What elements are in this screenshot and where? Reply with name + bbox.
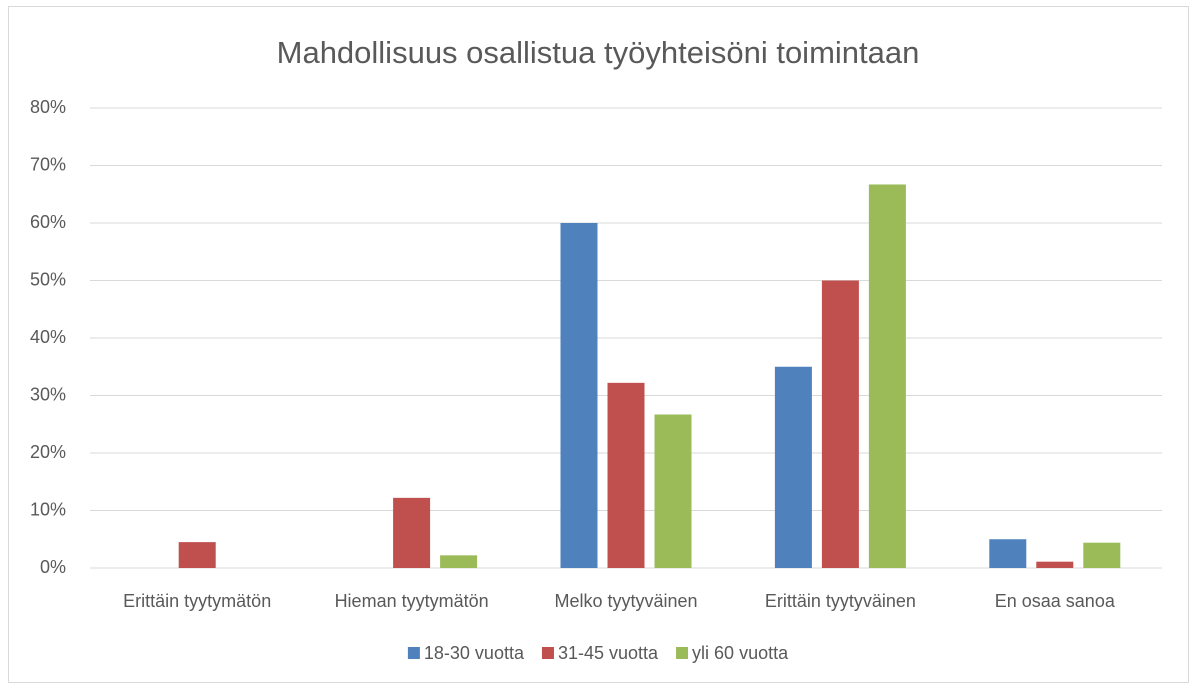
legend-swatch	[676, 647, 689, 659]
x-tick-label: Erittäin tyytyväinen	[765, 591, 916, 611]
legend-swatch	[541, 647, 554, 659]
bar	[440, 555, 478, 568]
bar	[1083, 542, 1121, 568]
y-tick-label: 70%	[30, 154, 66, 174]
y-tick-label: 60%	[30, 212, 66, 232]
bar	[560, 223, 598, 568]
x-tick-label: Erittäin tyytymätön	[123, 591, 271, 611]
bar	[774, 366, 812, 568]
bar	[1036, 561, 1074, 568]
bar	[868, 184, 906, 568]
y-tick-label: 40%	[30, 327, 66, 347]
y-tick-label: 30%	[30, 384, 66, 404]
x-tick-label: En osaa sanoa	[995, 591, 1116, 611]
x-tick-label: Hieman tyytymätön	[335, 591, 489, 611]
bar	[989, 539, 1027, 568]
bar	[393, 497, 431, 568]
y-tick-label: 50%	[30, 269, 66, 289]
legend-swatch	[407, 647, 420, 659]
chart-border	[8, 6, 1189, 683]
legend-label: 31-45 vuotta	[558, 643, 659, 663]
x-tick-label: Melko tyytyväinen	[554, 591, 697, 611]
y-tick-label: 80%	[30, 97, 66, 117]
legend-label: yli 60 vuotta	[692, 643, 789, 663]
bar	[821, 280, 859, 568]
bar	[654, 414, 692, 568]
chart-title: Mahdollisuus osallistua työyhteisöni toi…	[277, 35, 920, 70]
y-tick-label: 0%	[40, 557, 66, 577]
legend-label: 18-30 vuotta	[424, 643, 525, 663]
bar	[607, 382, 645, 568]
bar	[178, 542, 216, 568]
y-tick-label: 10%	[30, 499, 66, 519]
y-tick-label: 20%	[30, 442, 66, 462]
